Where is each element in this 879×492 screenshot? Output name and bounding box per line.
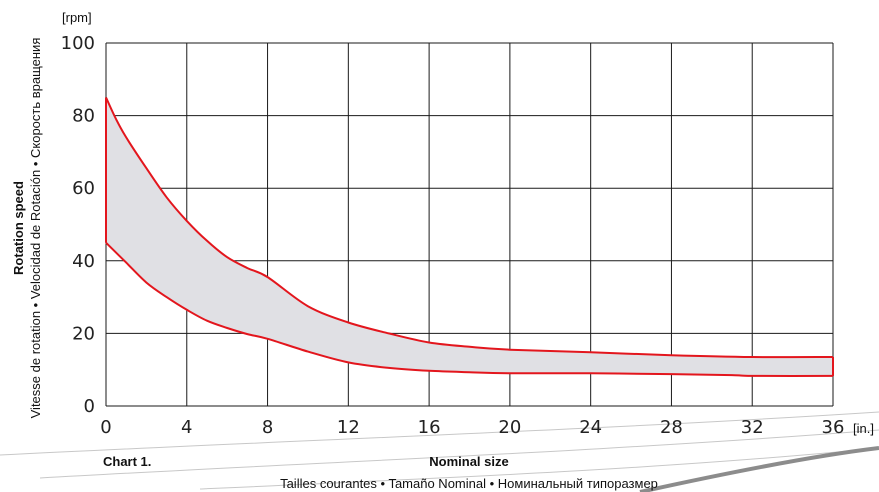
decorative-swoosh [0,411,879,490]
y-tick-label: 40 [72,251,95,272]
y-tick-labels: 0 20 40 60 80 100 [61,33,95,417]
y-tick-label: 80 [72,106,95,127]
x-axis-title: Nominal size [429,454,508,469]
y-tick-label: 60 [72,178,95,199]
y-tick-label: 100 [61,33,95,54]
x-tick-label: 32 [741,417,764,438]
series-lines [105,96,834,377]
x-tick-label: 0 [100,417,111,438]
plot-background [106,43,833,406]
y-tick-label: 0 [84,396,95,417]
x-unit-label: [in.] [853,421,874,436]
decorative-swoosh-accent [639,446,879,492]
x-tick-label: 16 [418,417,441,438]
x-axis-subtitle: Tailles courantes • Tamaño Nominal • Ном… [280,476,658,491]
x-tick-label: 4 [181,417,192,438]
y-tick-label: 20 [72,323,95,344]
x-tick-label: 8 [262,417,273,438]
x-tick-label: 36 [822,417,845,438]
chart-caption: Chart 1. [103,454,151,469]
y-unit-label: [rpm] [62,10,92,25]
x-tick-label: 20 [498,417,521,438]
x-tick-label: 24 [579,417,602,438]
y-axis-title: Rotation speed [11,181,26,275]
lower-limit-line [105,241,834,377]
upper-limit-line [105,96,834,359]
range-band [106,97,833,376]
x-tick-label: 28 [660,417,683,438]
x-tick-labels: 0 4 8 12 16 20 24 28 32 36 [100,417,844,438]
y-axis-subtitle: Vitesse de rotation • Velocidad de Rotac… [28,38,43,419]
x-tick-label: 12 [337,417,360,438]
